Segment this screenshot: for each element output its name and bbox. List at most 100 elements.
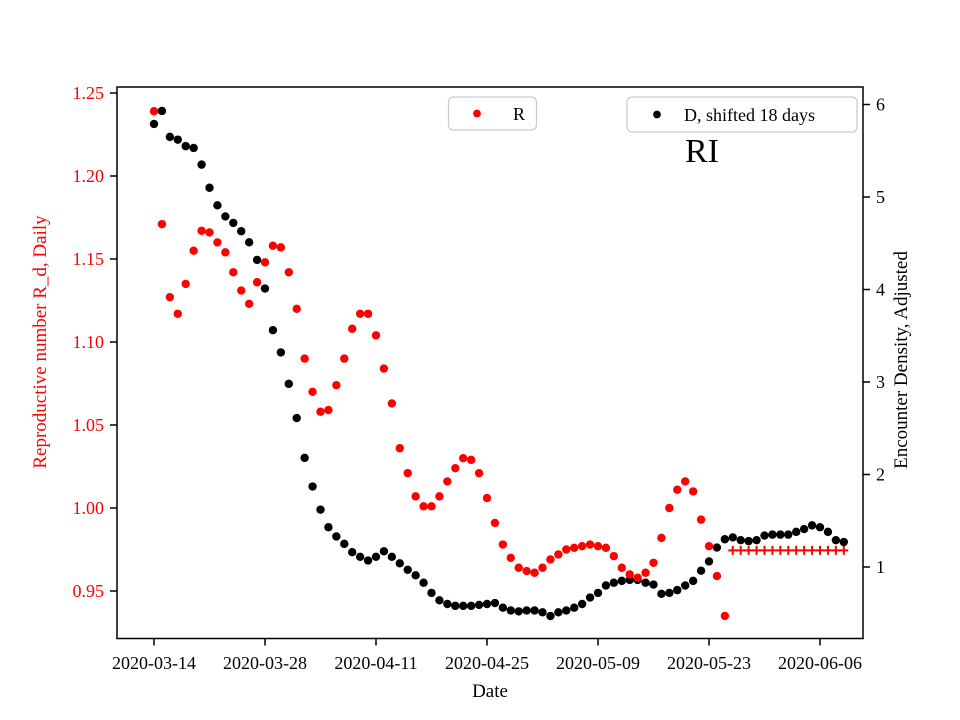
d-point [181,141,190,151]
r-point [530,568,539,577]
r-point [149,107,159,116]
d-point [474,600,484,610]
d-point [601,581,611,590]
d-point [688,576,698,586]
r-point [300,354,309,363]
d-point [760,531,769,540]
d-point [363,556,373,565]
r-point [229,268,238,277]
r-point [704,541,714,551]
d-point [395,559,404,568]
legend-marker-icon [653,110,661,119]
series-d [149,106,848,621]
y-right-tick-label: 6 [876,95,885,115]
r-plus-marker [815,545,825,555]
d-point [839,537,848,547]
x-axis-tick-label: 2020-04-11 [334,653,417,673]
y-left-tick-label: 1.20 [73,166,105,186]
d-point [514,607,523,616]
series-r-plus [728,545,849,555]
r-point [720,611,730,621]
r-plus-marker [736,545,746,555]
r-point [514,563,523,572]
d-point [165,132,175,142]
r-point [506,553,515,562]
r-point [284,268,293,277]
r-point [292,304,301,313]
legend-label: D, shifted 18 days [684,105,815,125]
d-point [585,593,595,602]
d-point [823,527,833,537]
x-axis-tick-label: 2020-03-14 [112,653,196,673]
y-left-tick-label: 1.25 [73,83,105,103]
r-point [546,555,555,564]
r-point [554,550,563,559]
d-point [506,606,515,615]
d-point [308,482,317,491]
d-point [641,578,650,587]
d-point [197,160,206,169]
d-point [665,588,674,598]
d-point [720,535,730,544]
d-point [379,547,389,556]
d-point [562,606,571,615]
d-point [292,413,301,423]
r-plus-marker [775,545,785,555]
r-point [181,279,190,289]
d-point [482,599,492,609]
d-point [768,530,777,539]
r-point [696,515,706,524]
d-point [419,578,428,587]
d-point [728,533,737,542]
d-point [229,218,238,228]
r-point [570,543,579,553]
r-plus-marker [799,545,809,555]
r-point [316,407,325,416]
r-plus-marker [767,545,777,555]
d-point [522,606,531,615]
d-point [593,588,603,598]
r-plus-marker [839,545,849,555]
r-point [308,387,317,396]
x-axis-tick-label: 2020-04-25 [445,653,529,673]
d-point [530,606,539,615]
r-point [474,468,484,478]
d-point [427,588,436,598]
r-point [165,292,175,302]
r-point [443,477,452,486]
r-point [625,570,634,579]
d-point [244,238,254,247]
r-point [482,493,492,503]
d-point [744,536,753,546]
r-plus-marker [744,545,754,555]
d-point [681,581,690,590]
d-point [451,601,460,611]
d-point [696,566,706,575]
d-point [443,599,452,609]
r-point [435,492,444,501]
d-point [577,599,587,609]
r-point [538,563,547,572]
r-point [681,477,690,486]
series-r [149,107,730,621]
y-right-tick-label: 1 [876,557,885,577]
r-point [276,243,286,252]
x-axis-tick-label: 2020-05-23 [667,653,751,673]
x-axis-title: Date [472,681,508,702]
d-point [157,106,167,116]
y-right-tick-label: 2 [876,465,885,485]
d-point [546,611,555,621]
r-point [332,380,341,390]
d-point [649,580,658,589]
y-left-axis-title: Reproductive number R_d, Daily [30,215,51,469]
d-point [205,183,214,192]
y-left-tick-label: 0.95 [73,581,105,601]
r-point [379,364,389,373]
d-point [324,523,333,532]
r-plus-marker [728,545,738,555]
d-point [792,527,801,537]
d-point [276,348,286,357]
legend-label: R [513,104,525,124]
d-point [260,284,270,293]
